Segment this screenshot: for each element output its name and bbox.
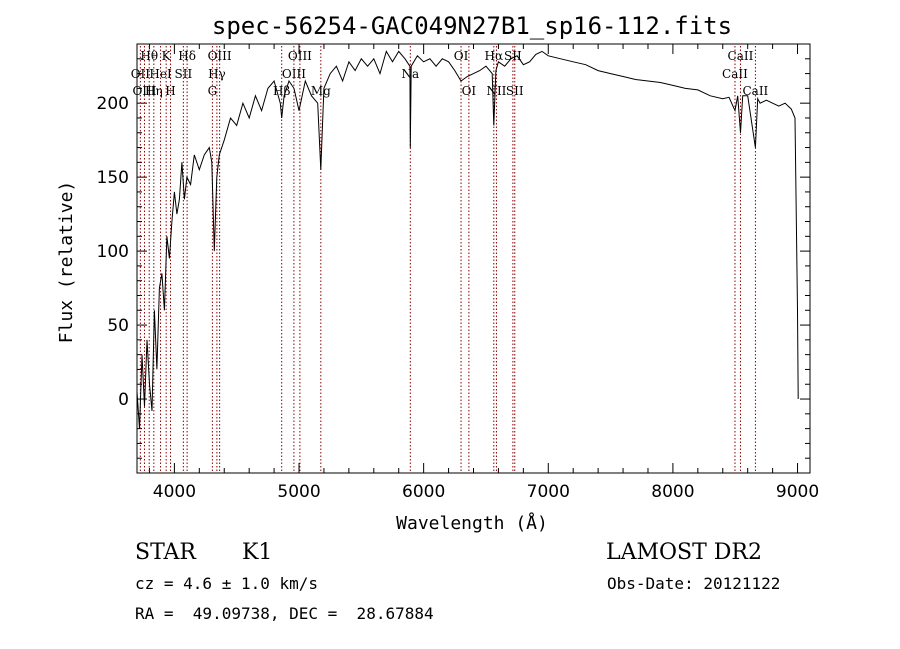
spectral-line-label: SII xyxy=(506,84,524,98)
spectral-line-label: CaII xyxy=(728,49,754,63)
object-subclass: K1 xyxy=(242,540,273,565)
x-tick-label: 4000 xyxy=(153,482,196,502)
x-tick-label: 7000 xyxy=(527,482,570,502)
spectral-line-label: Mg xyxy=(311,84,331,98)
redshift-cz: cz = 4.6 ± 1.0 km/s xyxy=(135,574,319,593)
spectral-line-label: K xyxy=(162,49,172,63)
spectral-line-label: HeI xyxy=(149,67,172,81)
spectral-line-label: OIII xyxy=(132,84,156,98)
x-tick-label: 8000 xyxy=(651,482,694,502)
y-tick-label: 0 xyxy=(118,390,129,410)
spectral-line-label: SII xyxy=(504,49,522,63)
y-tick-label: 200 xyxy=(97,94,129,114)
x-tick-label: 5000 xyxy=(277,482,320,502)
spectral-line-label: OIII xyxy=(208,49,232,63)
chart-title: spec-56254-GAC049N27B1_sp16-112.fits xyxy=(212,12,732,40)
spectral-line-label: SII xyxy=(175,67,193,81)
y-tick-label: 50 xyxy=(107,316,129,336)
spectrum-line xyxy=(136,50,799,429)
spectrum-chart: spec-56254-GAC049N27B1_sp16-112.fits 400… xyxy=(56,12,819,534)
coordinates: RA = 49.09738, DEC = 28.67884 xyxy=(135,604,434,623)
survey-name: LAMOST DR2 xyxy=(606,540,762,565)
observation-date: Obs-Date: 20121122 xyxy=(607,574,781,593)
y-axis-label: Flux (relative) xyxy=(56,181,77,344)
spectral-line-label: OI xyxy=(454,49,469,63)
spectral-line-label: NII xyxy=(486,84,506,98)
y-tick-label: 100 xyxy=(97,242,129,262)
spectral-line-label: H xyxy=(165,84,175,98)
spectral-line-label: Hθ xyxy=(140,49,158,63)
x-tick-label: 6000 xyxy=(402,482,445,502)
spectral-line-label: OIII xyxy=(288,49,312,63)
spectral-line-label: OIII xyxy=(282,67,306,81)
x-tick-label: 9000 xyxy=(776,482,819,502)
spectral-line-label: OII xyxy=(131,67,151,81)
spectral-line-label: Hγ xyxy=(208,67,226,81)
spectral-line-label: CaII xyxy=(722,67,748,81)
spectral-line-label: Hα xyxy=(485,49,504,63)
x-axis-label: Wavelength (Å) xyxy=(396,512,548,534)
spectral-line-label: G xyxy=(208,84,218,98)
y-tick-label: 150 xyxy=(97,168,129,188)
spectral-line-label: OI xyxy=(462,84,477,98)
spectral-line-label: Hη xyxy=(145,84,163,98)
plot-frame xyxy=(136,43,811,474)
spectral-line-label: CaII xyxy=(742,84,768,98)
object-class: STAR xyxy=(135,540,196,565)
spectral-line-label: Hδ xyxy=(178,49,196,63)
